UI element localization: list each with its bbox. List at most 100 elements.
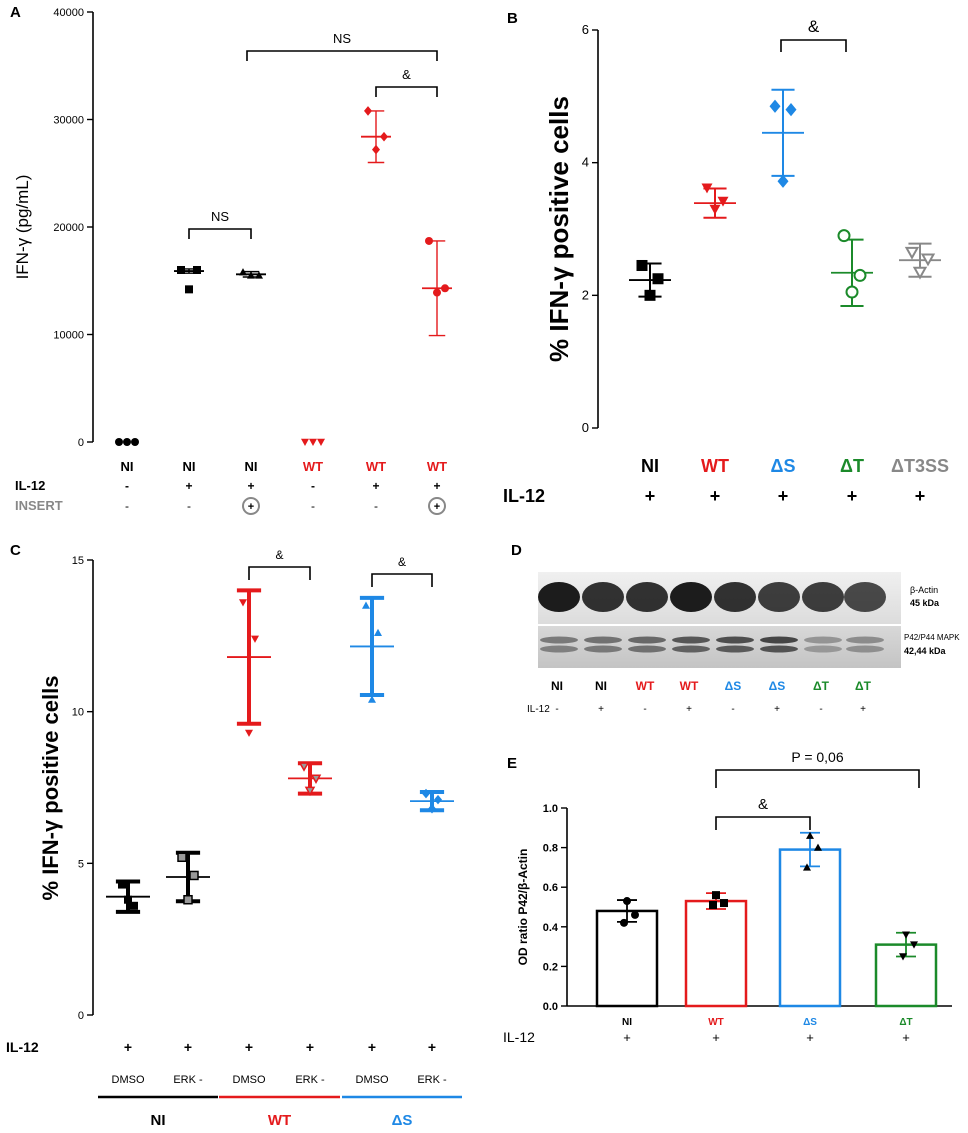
significance-label: &: [402, 67, 411, 82]
data-point: [652, 273, 664, 285]
data-point: [130, 901, 138, 910]
x-group-label: ΔT: [840, 456, 864, 476]
data-point: [720, 899, 728, 908]
il12-sign: +: [124, 1039, 132, 1055]
il12-row-label: IL-12: [6, 1039, 39, 1055]
lane-label: NI: [595, 679, 607, 693]
bar: [684, 899, 748, 1008]
data-point: [845, 285, 859, 299]
il12-sign: +: [368, 1039, 376, 1055]
y-tick-label: 15: [72, 555, 84, 567]
group-4: [350, 595, 394, 703]
data-point: [899, 953, 907, 961]
mapk-band-p42: [716, 645, 754, 653]
actin-band: [844, 582, 886, 612]
mapk-band-p44: [760, 636, 798, 644]
data-point: [247, 271, 255, 279]
data-point: [301, 438, 309, 446]
actin-band: [670, 582, 712, 612]
group-3: [831, 229, 873, 307]
significance-label: NS: [211, 209, 229, 224]
x-category-label: NI: [622, 1017, 632, 1028]
data-point: [814, 843, 822, 851]
il12-sign: +: [712, 1030, 720, 1045]
il12-sign: +: [847, 486, 858, 506]
significance-label: &: [808, 17, 820, 36]
x-group-label: NI: [183, 459, 196, 474]
data-point: [309, 438, 317, 446]
bar: [874, 943, 938, 1008]
data-point: [701, 183, 713, 194]
significance-bracket: [375, 86, 438, 97]
il12-sign: +: [902, 1030, 910, 1045]
panel-label-b: B: [507, 10, 518, 27]
actin-band: [714, 582, 756, 612]
actin-band: [626, 582, 668, 612]
insert-sign: -: [125, 499, 129, 513]
il12-sign: +: [645, 486, 656, 506]
significance-label: NS: [333, 31, 351, 46]
insert-circle-icon: [428, 497, 446, 515]
il12-sign: +: [623, 1030, 631, 1045]
insert-sign: -: [311, 499, 315, 513]
group-4: [899, 242, 941, 280]
insert-circle-icon: [242, 497, 260, 515]
blot-actin-kda: 45 kDa: [910, 598, 940, 608]
data-point: [131, 438, 139, 446]
il12-sign: +: [372, 479, 379, 493]
x-group-label: WT: [303, 459, 323, 474]
data-point: [239, 599, 247, 607]
data-point: [185, 285, 193, 294]
x-category-label: WT: [708, 1017, 724, 1028]
y-axis-title: OD ratio P42/β-Actin: [516, 849, 530, 966]
data-point: [620, 918, 628, 927]
lane-il12-sign: -: [643, 704, 646, 715]
data-point: [636, 259, 648, 271]
lane-label: NI: [551, 679, 563, 693]
blot-il12-row-label: IL-12: [527, 704, 550, 715]
significance-bracket: [780, 39, 847, 52]
significance-bracket: [248, 566, 311, 580]
insert-sign: -: [374, 499, 378, 513]
data-point: [904, 246, 920, 260]
y-axis-title: IFN-γ (pg/mL): [13, 175, 32, 280]
data-point: [368, 695, 376, 703]
data-point: [441, 284, 449, 293]
y-tick-label: 0.6: [543, 882, 558, 894]
data-point: [310, 774, 322, 784]
mapk-band-p44: [672, 636, 710, 644]
group-0: [106, 879, 150, 914]
group-2: [762, 88, 804, 188]
y-tick-label: 4: [582, 155, 589, 170]
data-point: [304, 786, 316, 797]
data-point: [124, 895, 132, 904]
y-tick-label: 0: [78, 437, 84, 449]
il12-row-label: IL-12: [503, 1029, 535, 1045]
treatment-label: ERK -: [295, 1074, 325, 1086]
group-5: [422, 236, 452, 337]
data-point: [364, 106, 372, 116]
significance-label: &: [758, 796, 768, 813]
panel-a-chart: 0 10000 20000 30000 40000 IFN-γ (pg/mL) NS NS & N…: [13, 7, 452, 515]
mapk-band-p42: [760, 645, 798, 653]
insert-row-label: INSERT: [15, 498, 63, 513]
data-point: [910, 941, 918, 949]
y-tick-label: 0.2: [543, 961, 558, 973]
il12-sign: +: [806, 1030, 814, 1045]
x-category-label: ΔS: [803, 1017, 817, 1028]
x-category-label: ΔT: [899, 1017, 912, 1028]
lane-il12-sign: +: [686, 704, 692, 715]
x-group-label: ΔT3SS: [891, 456, 949, 476]
significance-label: &: [398, 555, 406, 569]
il12-sign: +: [428, 1039, 436, 1055]
data-point: [631, 910, 639, 919]
lane-label: WT: [680, 679, 699, 693]
significance-bracket: [715, 769, 920, 788]
data-point: [428, 803, 436, 814]
y-axis-title: % IFN-γ positive cells: [544, 96, 574, 362]
il12-row-label: IL-12: [503, 486, 545, 506]
data-point: [902, 931, 910, 939]
y-tick-label: 1.0: [543, 803, 558, 815]
data-point: [853, 268, 867, 282]
data-point: [912, 266, 928, 280]
